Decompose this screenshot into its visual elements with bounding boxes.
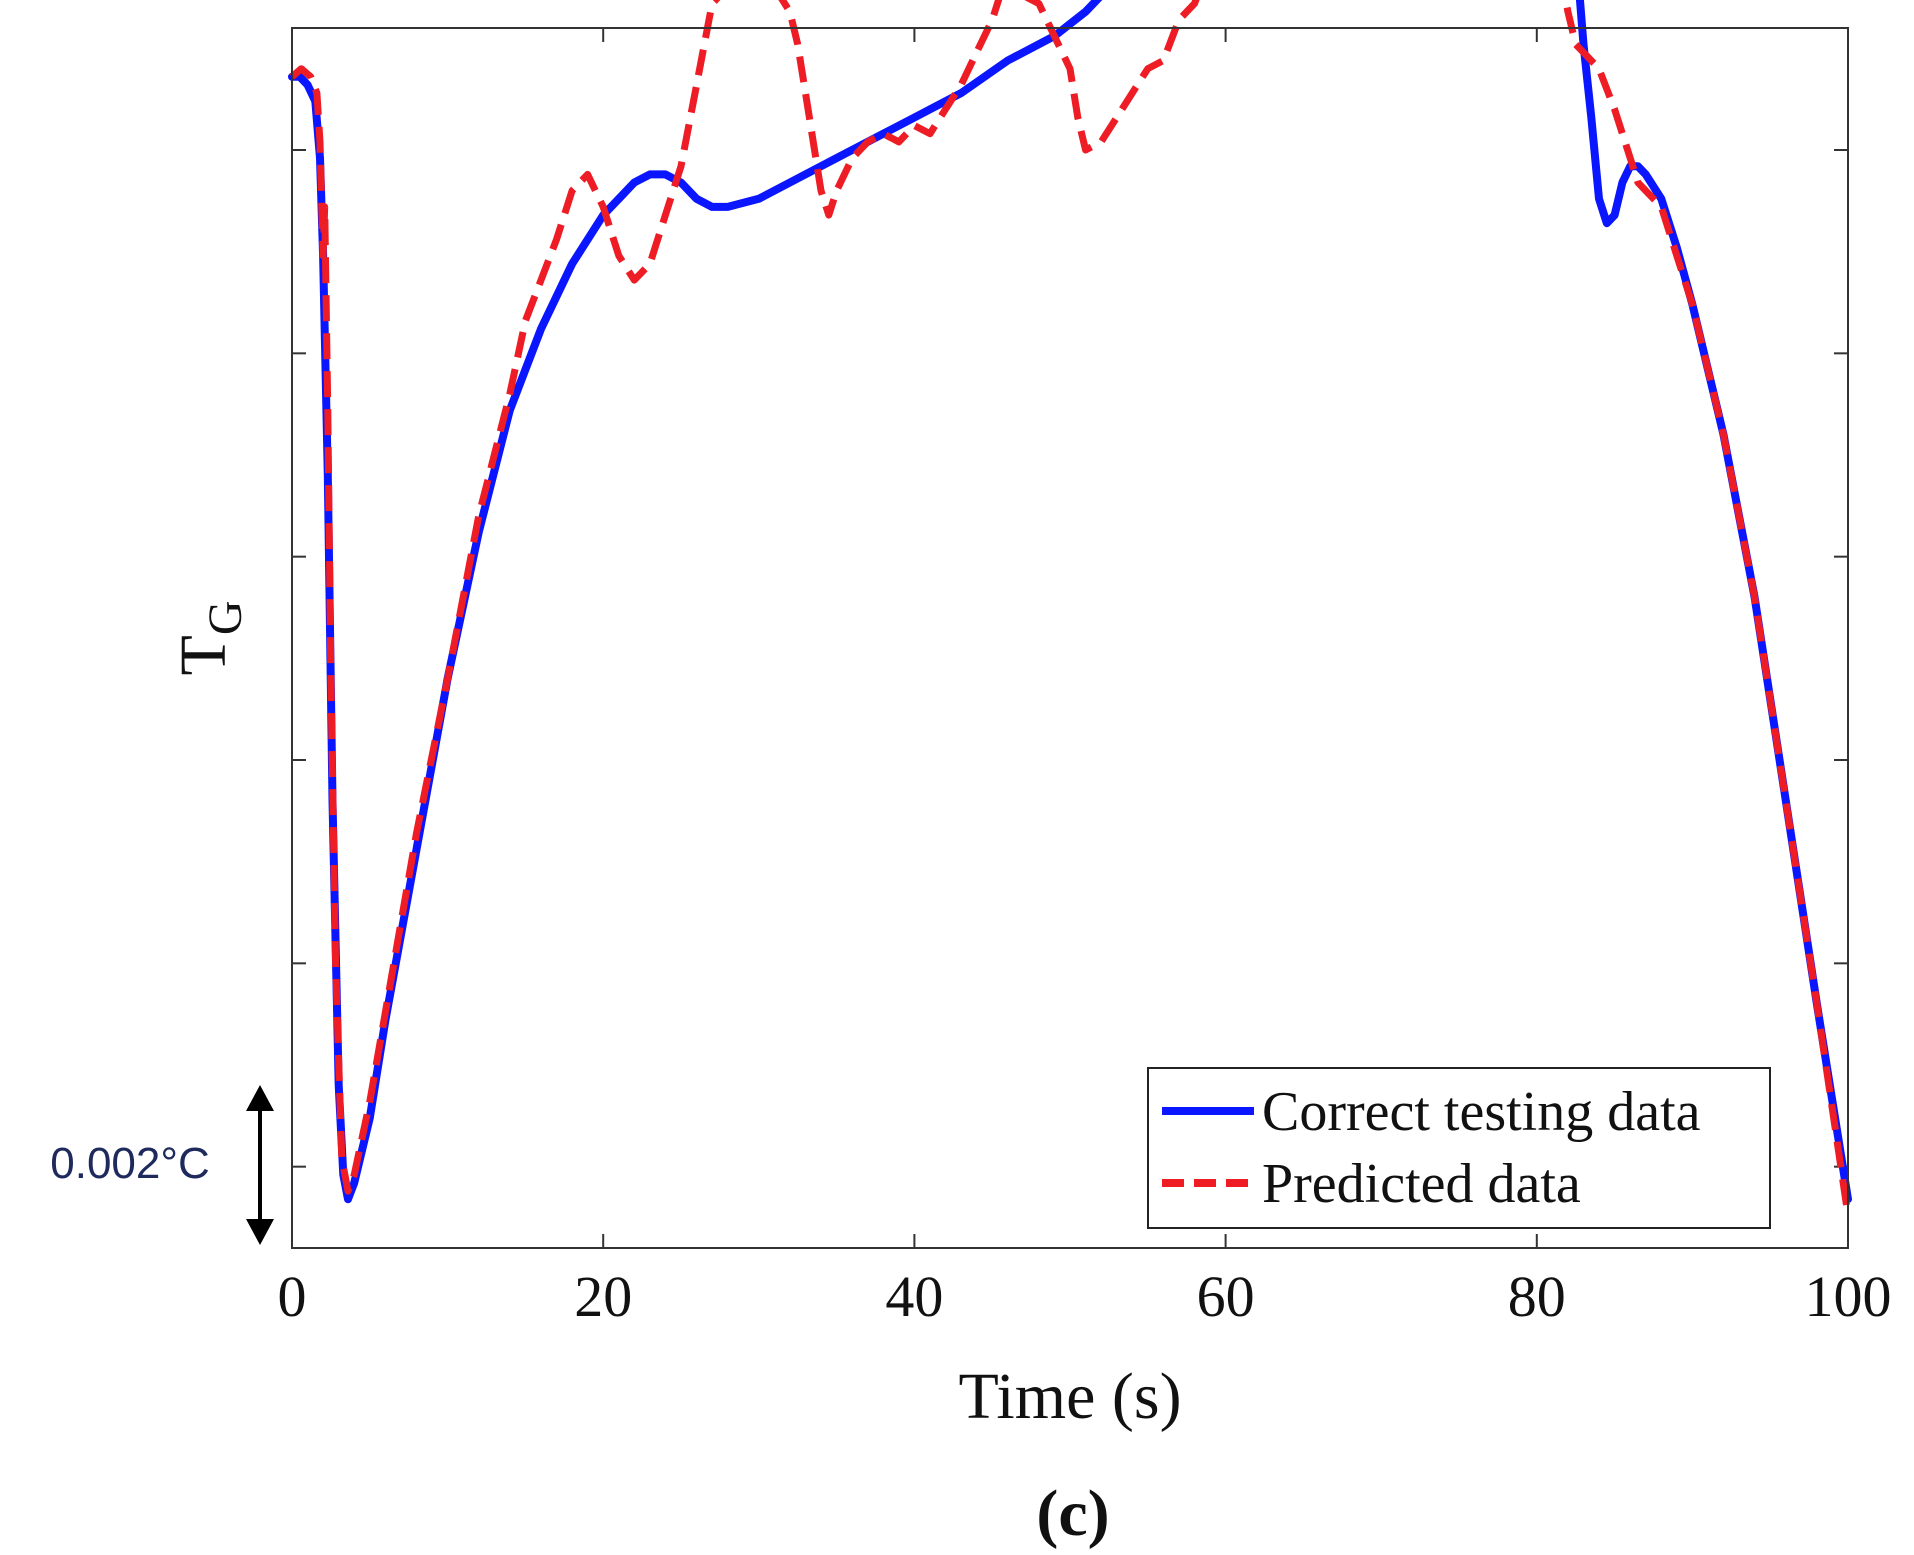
- x-tick-label: 60: [1197, 1264, 1255, 1329]
- scale-bar-arrow-down: [246, 1219, 274, 1245]
- x-tick-labels: 0 20 40 60 80 100: [278, 1264, 1892, 1329]
- legend: Correct testing data Predicted data: [1147, 1067, 1771, 1229]
- x-tick-label: 0: [278, 1264, 307, 1329]
- y-axis-label-subscript: G: [199, 601, 252, 636]
- axes-frame: [291, 27, 1849, 1249]
- svg-text:TG: TG: [167, 601, 252, 676]
- legend-label-predicted-data: Predicted data: [1262, 1153, 1581, 1215]
- x-tick-label: 80: [1508, 1264, 1566, 1329]
- x-axis-label: Time (s): [958, 1360, 1181, 1433]
- legend-box: [1147, 1067, 1771, 1229]
- y-axis-label: TG: [167, 601, 252, 676]
- scale-bar-arrow-up: [246, 1085, 274, 1111]
- x-tick-label: 40: [885, 1264, 943, 1329]
- scale-bar: 0.002°C: [50, 1085, 274, 1245]
- plot-series: [288, 0, 1852, 1217]
- series-line-correct-testing-data: [288, 0, 1852, 1204]
- series-line-predicted-data: [289, 0, 1852, 1217]
- x-tick-label: 20: [574, 1264, 632, 1329]
- x-tick-label: 100: [1805, 1264, 1892, 1329]
- panel-label: (c): [1036, 1477, 1109, 1550]
- legend-label-correct-testing-data: Correct testing data: [1262, 1081, 1701, 1143]
- y-axis-label-main: T: [167, 635, 240, 675]
- scale-bar-label: 0.002°C: [50, 1139, 209, 1188]
